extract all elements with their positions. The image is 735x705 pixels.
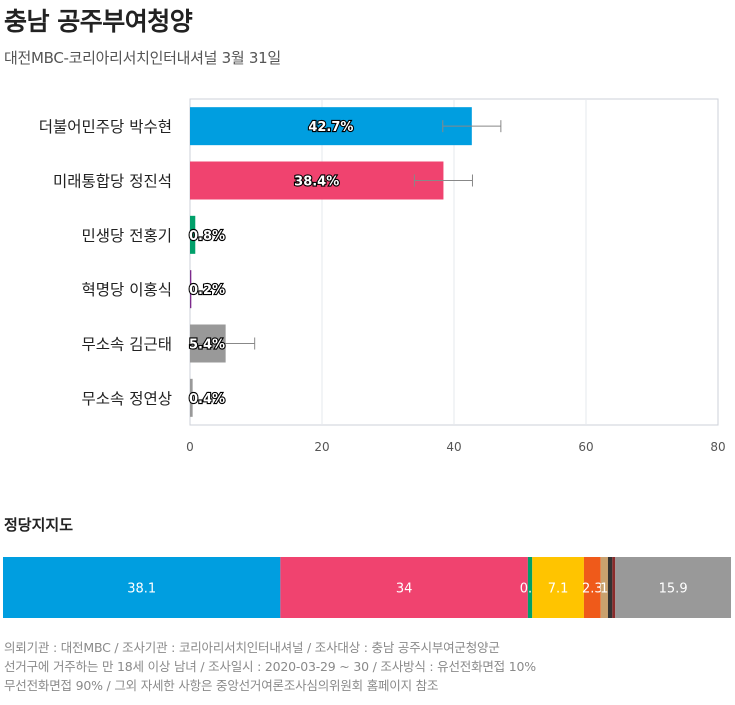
bar	[190, 107, 472, 146]
candidate-bar-chart: 0 20 40 60 80 더불어민주당 박수현 42.7% 미래통합당 정진석 38.4% 민생…	[39, 98, 726, 454]
bar	[190, 270, 192, 309]
bar	[190, 378, 193, 417]
survey-footnote: 의뢰기관 : 대전MBC / 조사기관 : 코리아리서치인터내셔널 / 조사대상…	[4, 638, 732, 695]
category-label: 혁명당 이홍식	[82, 281, 173, 299]
stack-segment	[583, 557, 601, 618]
party-support-title: 정당지지도	[4, 516, 74, 534]
value-label: 5.4%	[189, 338, 225, 353]
stack-segment	[612, 557, 616, 618]
x-tick-label: 20	[314, 440, 329, 454]
segment-label: 2.3	[582, 582, 603, 597]
category-label: 민생당 전홍기	[82, 227, 173, 245]
segment-label: 0.6	[520, 582, 541, 597]
segment-label: 7.1	[548, 582, 569, 597]
value-label: 0.8%	[189, 229, 225, 244]
segment-label: 1	[600, 582, 608, 597]
page-title: 충남 공주부여청양	[4, 7, 193, 36]
footnote-line-3: 무선전화면접 90% / 그외 자세한 사항은 중앙선거여론조사심의위원회 홈페…	[4, 678, 439, 693]
segment-label: 38.1	[127, 582, 156, 597]
value-label: 0.2%	[189, 283, 225, 298]
stack-segment	[527, 557, 533, 618]
category-label: 무소속 김근태	[82, 336, 173, 354]
bar	[190, 161, 444, 200]
category-label: 미래통합당 정진석	[53, 173, 172, 191]
x-tick-label: 0	[186, 440, 194, 454]
value-label: 0.4%	[189, 392, 225, 407]
value-label: 42.7%	[308, 120, 353, 135]
stack-segment	[600, 557, 608, 618]
page-subtitle: 대전MBC-코리아리서치인터내셔널 3월 31일	[4, 49, 281, 67]
footnote-line-2: 선거구에 거주하는 만 18세 이상 남녀 / 조사일시 : 2020-03-2…	[4, 659, 536, 674]
x-tick-label: 40	[446, 440, 461, 454]
stack-segment	[3, 557, 281, 618]
footnote-line-1: 의뢰기관 : 대전MBC / 조사기관 : 코리아리서치인터내셔널 / 조사대상…	[4, 640, 500, 655]
value-label: 38.4%	[294, 175, 339, 190]
segment-label: 15.9	[659, 582, 688, 597]
stack-segment	[280, 557, 528, 618]
category-label: 무소속 정연상	[82, 390, 173, 408]
stack-segment	[607, 557, 613, 618]
stack-segment	[532, 557, 584, 618]
bar	[190, 215, 196, 254]
segment-label: 34	[396, 582, 413, 597]
x-tick-label: 60	[578, 440, 593, 454]
stack-segment	[615, 557, 731, 618]
x-tick-label: 80	[710, 440, 725, 454]
category-label: 더불어민주당 박수현	[39, 118, 172, 136]
